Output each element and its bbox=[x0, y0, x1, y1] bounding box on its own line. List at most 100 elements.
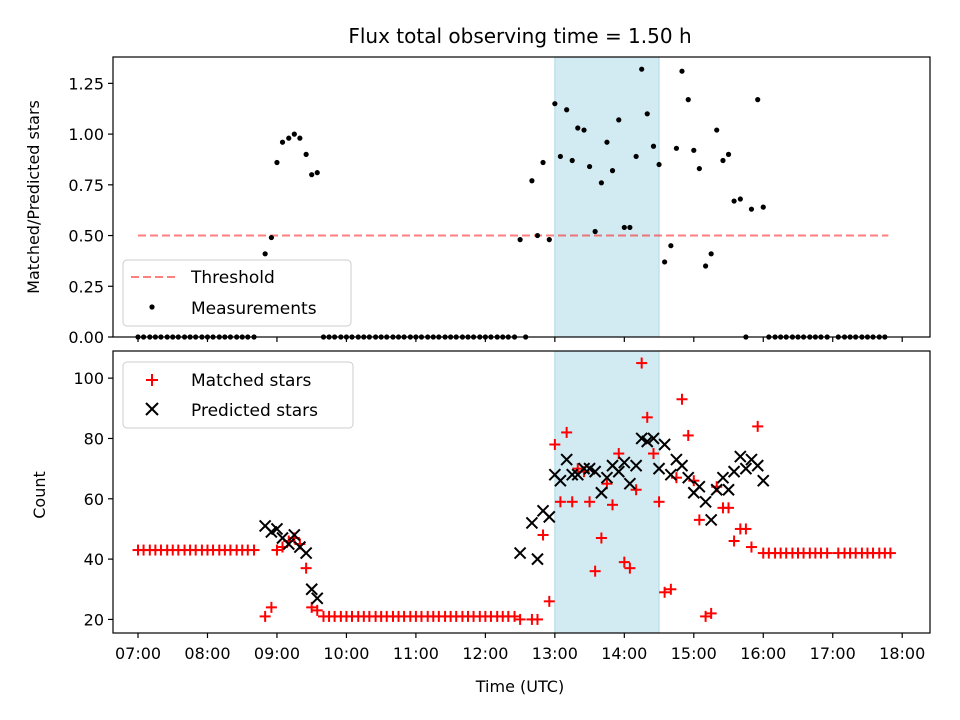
measurement-point bbox=[529, 178, 535, 184]
predicted-star-point bbox=[658, 438, 671, 451]
x-tick-label: 09:00 bbox=[254, 644, 300, 663]
matched-star-point bbox=[700, 610, 712, 622]
bottom-highlight-rect bbox=[554, 350, 660, 634]
predicted-star-point bbox=[727, 465, 741, 478]
matched-star-point bbox=[723, 502, 735, 514]
matched-star-point bbox=[745, 541, 757, 553]
matched-star-point bbox=[752, 420, 764, 432]
x-tick-label: 08:00 bbox=[184, 644, 230, 663]
predicted-star-point bbox=[647, 432, 660, 445]
measurement-point bbox=[564, 107, 570, 113]
predicted-star-point bbox=[704, 513, 718, 527]
measurement-point bbox=[517, 237, 523, 243]
measurement-point bbox=[552, 101, 558, 107]
measurement-point bbox=[662, 259, 668, 265]
measurement-point bbox=[737, 196, 743, 202]
measurement-point bbox=[639, 66, 645, 72]
bottom-y-tick-label: 80 bbox=[84, 429, 104, 448]
x-tick-label: 07:00 bbox=[115, 644, 161, 663]
bottom-y-tick-label: 20 bbox=[84, 610, 104, 629]
matched-star-point bbox=[641, 411, 653, 423]
measurement-point bbox=[534, 232, 541, 239]
measurement-point bbox=[279, 139, 286, 145]
matched-legend-label: Matched stars bbox=[191, 371, 311, 391]
measurement-point bbox=[286, 135, 292, 141]
bottom-y-tick-label: 100 bbox=[73, 369, 104, 388]
predicted-star-point bbox=[311, 592, 324, 605]
predicted-star-point bbox=[299, 546, 313, 560]
measurement-point bbox=[760, 204, 766, 210]
bottom-y-tick-labels: 20 40 60 80 100 bbox=[73, 369, 104, 629]
x-tick-label: 10:00 bbox=[323, 644, 369, 663]
matched-star-point bbox=[531, 613, 543, 625]
measurement-point bbox=[685, 97, 691, 103]
measurement-point bbox=[755, 97, 761, 103]
x-tick-label: 16:00 bbox=[740, 644, 786, 663]
predicted-star-point bbox=[595, 486, 608, 499]
predicted-star-point bbox=[282, 537, 295, 551]
matched-star-point bbox=[618, 556, 630, 568]
x-tick-label: 14:00 bbox=[601, 644, 647, 663]
measurement-point bbox=[575, 125, 581, 131]
top-panel: 0.00 0.25 0.50 0.75 1.00 1.25 Matched/Predict… bbox=[24, 56, 931, 347]
bottom-legend-box bbox=[122, 361, 354, 429]
predicted-star-point bbox=[699, 495, 712, 509]
top-y-tick-label: 0.75 bbox=[68, 176, 104, 195]
predicted-star-point bbox=[664, 468, 678, 481]
matched-star-point bbox=[636, 357, 648, 369]
measurement-point bbox=[557, 153, 564, 160]
top-y-axis-label: Matched/Predicted stars bbox=[24, 100, 43, 294]
measurement-point bbox=[679, 68, 685, 74]
matched-star-point bbox=[653, 496, 665, 508]
predicted-star-point bbox=[623, 477, 637, 490]
matched-star-point bbox=[549, 438, 561, 450]
matched-star-point bbox=[300, 562, 312, 574]
predicted-star-point bbox=[739, 462, 753, 475]
measurement-point bbox=[581, 127, 587, 133]
measurement-point bbox=[668, 243, 674, 249]
matched-star-point bbox=[566, 496, 578, 508]
predicted-star-point bbox=[543, 510, 556, 524]
predicted-star-point bbox=[682, 471, 695, 484]
predicted-star-point bbox=[751, 459, 764, 472]
measurement-point bbox=[656, 161, 662, 168]
predicted-star-point bbox=[734, 450, 747, 463]
matched-star-point bbox=[821, 547, 833, 559]
top-y-tick-labels: 0.00 0.25 0.50 0.75 1.00 1.25 bbox=[68, 74, 104, 347]
measurements-legend-swatch bbox=[149, 304, 155, 310]
matched-star-point bbox=[693, 514, 705, 526]
matched-star-point bbox=[676, 393, 688, 405]
measurement-point bbox=[621, 224, 627, 231]
top-y-tick-label: 0.00 bbox=[68, 328, 104, 347]
bottom-y-tick-label: 40 bbox=[84, 550, 104, 569]
matched-star-point bbox=[572, 463, 584, 475]
bottom-legend: Matched stars Predicted stars bbox=[122, 361, 354, 429]
measurement-point bbox=[703, 263, 709, 269]
matched-star-point bbox=[740, 523, 752, 535]
predicted-legend-label: Predicted stars bbox=[191, 401, 318, 421]
predicted-star-point bbox=[270, 522, 284, 536]
predicted-star-point bbox=[531, 552, 544, 566]
matched-star-point bbox=[595, 532, 607, 544]
bottom-panel: 20 40 60 80 100 07:00 08:00 09:00 10:00 11:00 12:… bbox=[30, 350, 931, 696]
top-legend-box bbox=[122, 259, 352, 327]
measurement-point bbox=[650, 143, 657, 149]
matched-star-point bbox=[647, 448, 659, 460]
matched-stars-points bbox=[132, 357, 896, 625]
predicted-star-point bbox=[652, 462, 666, 475]
bottom-axes-frame bbox=[112, 350, 931, 634]
matched-star-point bbox=[682, 429, 694, 441]
top-y-tick-label: 0.25 bbox=[68, 277, 104, 296]
top-y-tick-label: 0.50 bbox=[68, 227, 104, 246]
measurement-point bbox=[708, 251, 714, 257]
matched-legend-swatch bbox=[146, 374, 158, 386]
predicted-star-point bbox=[693, 480, 706, 493]
measurement-point bbox=[616, 117, 622, 123]
measurement-point bbox=[262, 251, 268, 257]
top-legend: Threshold Measurements bbox=[122, 259, 352, 327]
bottom-y-axis-label: Count bbox=[30, 471, 49, 519]
measurement-point bbox=[725, 151, 732, 157]
matched-star-point bbox=[665, 583, 677, 595]
measurement-point bbox=[633, 153, 639, 160]
